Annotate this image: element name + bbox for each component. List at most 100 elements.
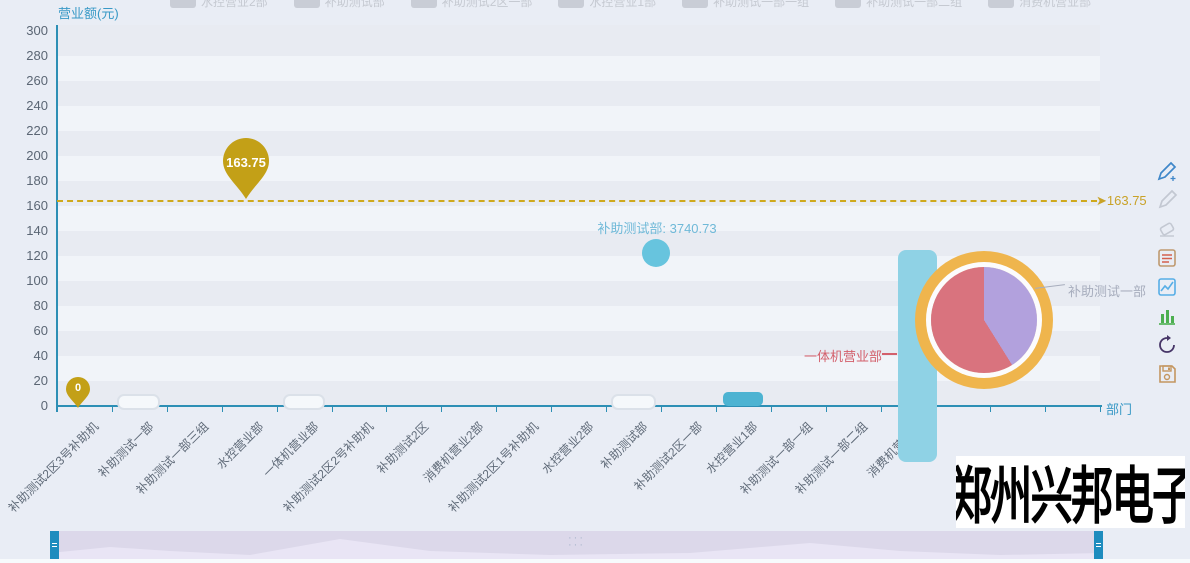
watermark: 郑州兴邦电子 xyxy=(956,456,1185,528)
chart-toolbox xyxy=(1156,160,1178,385)
watermark-text: 郑州兴邦电子 xyxy=(956,460,1185,528)
x-axis-line xyxy=(56,405,1102,407)
y-tick-label: 80 xyxy=(33,298,48,313)
x-axis-tick xyxy=(551,407,553,412)
pie-leader-line-left xyxy=(882,353,897,355)
y-axis-name: 营业额(元) xyxy=(58,6,119,21)
y-axis-line xyxy=(56,25,58,412)
scatter-data-label: 补助测试部: 3740.73 xyxy=(597,221,717,236)
x-axis-tick xyxy=(990,407,992,412)
legend-swatch-icon xyxy=(682,0,709,8)
x-axis-tick xyxy=(880,407,882,412)
legend-swatch-icon xyxy=(410,0,437,8)
legend-label: 水控营业2部 xyxy=(201,0,268,9)
x-category-label[interactable]: 水控营业部 xyxy=(214,419,267,472)
legend-label: 补助测试一部二组 xyxy=(866,0,963,9)
x-axis-tick xyxy=(57,407,58,412)
legend: 水控营业2部 补助测试部 补助测试2区一部 水控营业1部 补助测试一部一组 补助测试一部二… xyxy=(170,0,1091,10)
x-axis-name: 部门 xyxy=(1106,402,1133,417)
legend-label: 补助测试一部一组 xyxy=(713,0,810,9)
average-markline xyxy=(57,200,1097,202)
markpoint-max-pin[interactable]: 163.75 xyxy=(220,137,272,201)
x-category-label[interactable]: 水控营业2部 xyxy=(538,419,596,477)
bar-large-clipped[interactable] xyxy=(898,250,937,462)
x-axis-tick xyxy=(331,407,333,412)
x-axis-tick xyxy=(496,407,498,412)
legend-swatch-icon xyxy=(558,0,585,8)
pie-label-purple-slice: 补助测试一部 xyxy=(1068,284,1147,299)
markpoint-min-value: 0 xyxy=(74,382,82,394)
y-tick-label: 300 xyxy=(26,23,48,38)
data-view-icon[interactable] xyxy=(1156,247,1178,269)
legend-label: 水控营业1部 xyxy=(589,0,657,9)
y-tick-label: 60 xyxy=(33,323,48,338)
y-tick-label: 240 xyxy=(26,98,48,113)
y-tick-label: 120 xyxy=(26,248,48,263)
legend-swatch-icon xyxy=(170,0,196,8)
x-category-label[interactable]: 补助测试2区3号补助机 xyxy=(6,419,102,516)
datazoom-data-shadow xyxy=(50,539,1103,559)
bar-small-cyan[interactable] xyxy=(723,392,763,406)
y-tick-label: 20 xyxy=(33,373,48,388)
x-category-label[interactable]: 补助测试部 xyxy=(598,419,651,472)
bar-zero-outline[interactable] xyxy=(117,394,160,410)
legend-item[interactable]: 消费机营业部 xyxy=(988,0,1091,10)
datazoom-grip-dots-icon: ··· ··· xyxy=(568,532,585,551)
legend-item[interactable]: 补助测试部 xyxy=(293,0,385,10)
legend-item[interactable]: 补助测试一部一组 xyxy=(682,0,809,10)
x-axis-tick xyxy=(715,407,717,412)
legend-swatch-icon xyxy=(988,0,1015,8)
x-axis-tick xyxy=(660,407,662,412)
y-tick-label: 260 xyxy=(26,73,48,88)
pie-chart[interactable] xyxy=(931,267,1037,373)
legend-item[interactable]: 水控营业2部 xyxy=(170,0,268,10)
y-tick-label: 180 xyxy=(26,173,48,188)
y-tick-label: 0 xyxy=(40,398,48,413)
legend-item[interactable]: 水控营业1部 xyxy=(558,0,656,10)
y-tick-label: 220 xyxy=(26,123,48,138)
datazoom-handle-left[interactable] xyxy=(50,531,59,559)
bottom-strip xyxy=(0,559,1190,563)
y-tick-label: 40 xyxy=(33,348,48,363)
legend-label: 补助测试部 xyxy=(324,0,385,9)
datazoom-handle-right[interactable] xyxy=(1094,531,1103,559)
x-axis-tick xyxy=(606,407,607,412)
legend-label: 消费机营业部 xyxy=(1019,0,1092,9)
legend-swatch-icon xyxy=(835,0,862,8)
x-axis-tick xyxy=(386,407,388,412)
x-axis-tick xyxy=(221,407,223,412)
x-axis-tick xyxy=(1045,407,1047,412)
scatter-point[interactable] xyxy=(642,239,670,267)
line-chart-icon[interactable] xyxy=(1156,276,1178,298)
restore-icon[interactable] xyxy=(1156,334,1178,356)
legend-item[interactable]: 补助测试2区一部 xyxy=(410,0,533,10)
x-axis-tick xyxy=(111,407,113,412)
markline-value-label: ➤163.75 xyxy=(1096,193,1147,208)
save-image-icon[interactable] xyxy=(1156,363,1178,385)
bar-zero-outline[interactable] xyxy=(283,394,325,410)
pencil-disabled-icon xyxy=(1156,189,1178,211)
bar-chart-icon[interactable] xyxy=(1156,305,1178,327)
eraser-disabled-icon xyxy=(1156,218,1178,240)
y-tick-label: 100 xyxy=(26,273,48,288)
pie-label-red-slice: 一体机营业部 xyxy=(804,349,883,364)
x-axis-tick xyxy=(825,407,827,412)
y-tick-label: 140 xyxy=(26,223,48,238)
datazoom-slider[interactable]: ··· ··· xyxy=(50,531,1103,559)
markpoint-min-pin[interactable]: 0 xyxy=(64,377,92,409)
edit-pencil-icon[interactable] xyxy=(1156,160,1178,182)
x-axis-tick xyxy=(166,407,168,412)
x-axis-tick xyxy=(276,407,278,412)
markpoint-max-value: 163.75 xyxy=(226,155,266,170)
x-axis-tick xyxy=(770,407,772,412)
x-axis-tick xyxy=(1100,407,1102,412)
legend-swatch-icon xyxy=(293,0,320,8)
y-tick-label: 280 xyxy=(26,48,48,63)
legend-item[interactable]: 补助测试一部二组 xyxy=(835,0,962,10)
x-axis-tick xyxy=(441,407,443,412)
y-tick-label: 160 xyxy=(26,198,48,213)
y-tick-label: 200 xyxy=(26,148,48,163)
legend-label: 补助测试2区一部 xyxy=(441,0,533,9)
bar-zero-outline[interactable] xyxy=(611,394,656,410)
